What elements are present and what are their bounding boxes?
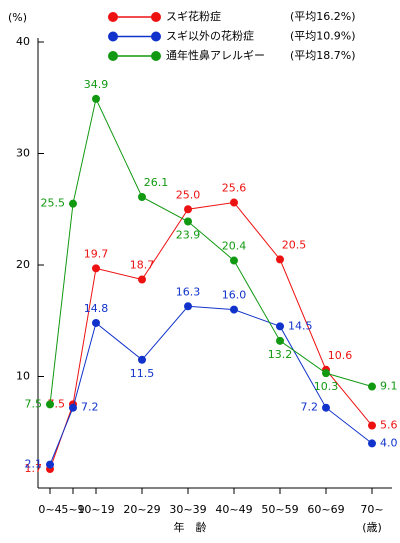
y-tick-label: 20 <box>16 258 30 271</box>
data-label: 4.0 <box>380 436 398 449</box>
y-unit-label: (%) <box>8 11 27 24</box>
y-tick-label: 40 <box>16 35 30 48</box>
data-label: 10.3 <box>314 380 339 393</box>
legend-marker <box>108 51 118 61</box>
data-point <box>184 302 192 311</box>
data-point <box>46 400 54 409</box>
x-tick-label: 60~69 <box>307 503 344 516</box>
data-point <box>230 256 238 265</box>
data-label: 25.6 <box>222 182 247 195</box>
legend-marker <box>108 31 118 42</box>
data-point <box>46 460 54 469</box>
data-point <box>322 403 330 412</box>
series-line <box>49 202 373 470</box>
data-label: 16.0 <box>222 289 247 302</box>
x-tick-label: 0~4 <box>38 503 61 516</box>
data-label: 20.4 <box>222 240 247 253</box>
x-tick-label: 50~59 <box>261 503 298 516</box>
legend-average: (平均10.9%) <box>290 30 356 43</box>
data-point <box>138 275 146 284</box>
x-tick-label: 30~39 <box>169 503 206 516</box>
data-label: 34.9 <box>84 78 109 91</box>
data-point <box>184 217 192 226</box>
legend-marker <box>151 51 161 61</box>
data-label: 26.1 <box>144 176 169 189</box>
data-point <box>230 305 238 314</box>
data-point <box>69 199 77 208</box>
data-point <box>138 192 146 201</box>
data-point <box>368 421 376 430</box>
data-label: 13.2 <box>268 348 293 361</box>
x-tick-label: 5~9 <box>61 503 84 516</box>
x-unit-label: (歳) <box>362 521 382 534</box>
data-label: 20.5 <box>282 238 307 251</box>
legend-average: (平均16.2%) <box>290 10 356 23</box>
data-label: 7.2 <box>81 401 99 414</box>
data-point <box>322 369 330 378</box>
x-tick-label: 70~ <box>360 503 383 516</box>
data-label: 18.7 <box>130 258 155 271</box>
data-label: 11.5 <box>130 367 155 380</box>
data-label: 2.1 <box>25 458 43 471</box>
data-point <box>276 336 284 345</box>
data-label: 14.8 <box>84 302 109 315</box>
data-point <box>92 264 100 273</box>
data-label: 1.7 <box>25 462 43 475</box>
legend-marker <box>108 12 118 22</box>
y-tick-label: 30 <box>16 147 30 160</box>
data-label: 25.0 <box>176 188 201 201</box>
data-point <box>230 198 238 207</box>
data-label: 14.5 <box>288 319 313 332</box>
legend-marker <box>151 12 161 22</box>
x-tick-label: 20~29 <box>123 503 160 516</box>
data-label: 9.1 <box>380 380 398 393</box>
data-point <box>276 322 284 331</box>
data-point <box>138 355 146 364</box>
data-label: 5.6 <box>380 419 398 432</box>
legend-label: スギ以外の花粉症 <box>166 29 254 43</box>
data-point <box>92 94 100 103</box>
data-label: 25.5 <box>41 197 66 210</box>
x-axis-label: 年 齢 <box>174 520 207 534</box>
x-tick-label: 40~49 <box>215 503 252 516</box>
x-tick-label: 10~19 <box>77 503 114 516</box>
data-point <box>92 318 100 327</box>
data-label: 23.9 <box>176 229 201 242</box>
legend-marker <box>151 31 161 42</box>
data-point <box>368 439 376 448</box>
data-point <box>69 403 77 412</box>
data-label: 7.5 <box>25 397 43 410</box>
data-label: 19.7 <box>84 247 109 260</box>
data-point <box>368 382 376 391</box>
legend-label: 通年性鼻アレルギー <box>166 48 265 62</box>
data-point <box>184 205 192 214</box>
y-tick-label: 10 <box>16 370 30 383</box>
data-label: 10.6 <box>328 349 353 362</box>
legend-average: (平均18.7%) <box>290 49 356 62</box>
legend-label: スギ花粉症 <box>166 9 221 23</box>
data-point <box>276 255 284 264</box>
data-label: 16.3 <box>176 285 201 298</box>
data-label: 7.2 <box>301 401 319 414</box>
